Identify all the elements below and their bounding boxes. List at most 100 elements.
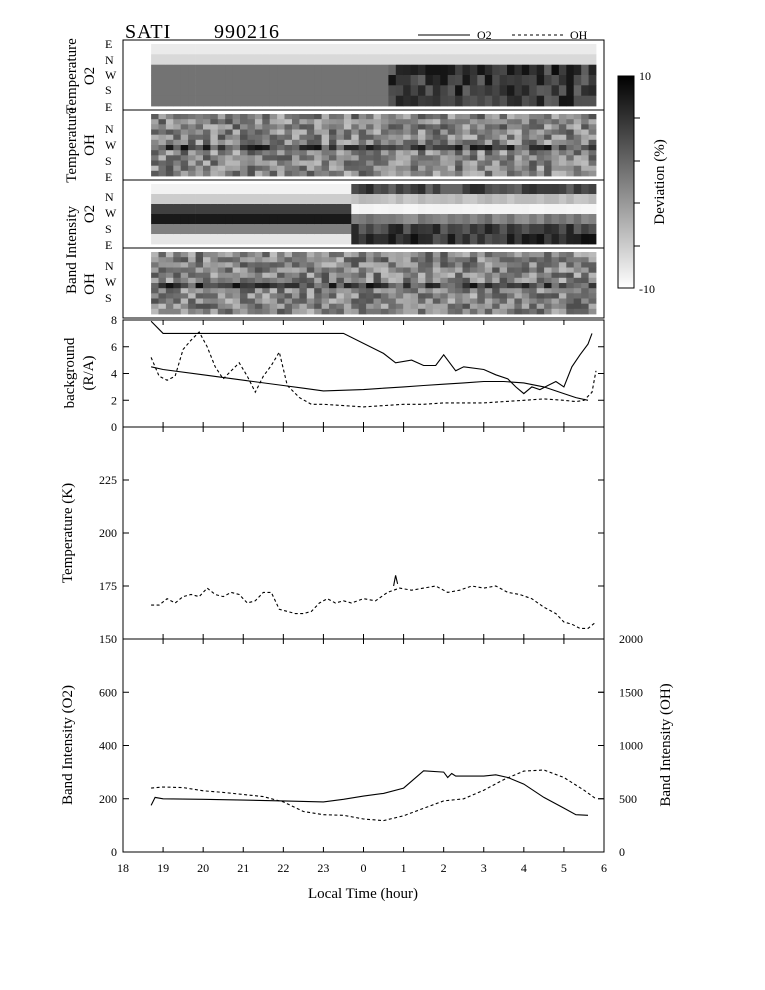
heatmap-cell xyxy=(410,303,419,310)
heatmap-cell xyxy=(299,257,308,263)
heatmap-cell xyxy=(566,184,575,195)
heatmap-cell xyxy=(566,44,575,55)
heatmap-cell xyxy=(521,119,530,125)
heatmap-cell xyxy=(225,224,233,235)
heatmap-cell xyxy=(336,54,345,65)
heatmap-cell xyxy=(358,85,367,96)
heatmap-cell xyxy=(484,95,493,107)
heatmap-cell xyxy=(432,298,441,305)
heatmap-cell xyxy=(499,64,508,76)
heatmap-cell xyxy=(262,150,271,156)
heatmap-cell xyxy=(581,303,589,310)
heatmap-cell xyxy=(403,283,411,289)
heatmap-cell xyxy=(269,184,278,195)
heatmap-cell xyxy=(440,150,449,156)
heatmap-cell xyxy=(366,267,374,274)
heatmap-cell xyxy=(284,170,293,177)
y2-tick-label: 0 xyxy=(619,845,625,859)
heatmap-cell xyxy=(403,114,411,120)
heatmap-cell xyxy=(225,114,233,120)
heatmap-cell xyxy=(440,262,449,268)
ylabel-band-intensity-o2: Band Intensity (O2) xyxy=(60,685,76,805)
heatmap-cell xyxy=(158,160,167,167)
heatmap-cell xyxy=(254,214,263,225)
y-tick-label: 2 xyxy=(111,393,117,407)
heatmap-cell xyxy=(277,160,285,167)
heatmap-cell xyxy=(521,54,530,65)
heatmap-cell xyxy=(551,160,560,167)
heatmap-cell xyxy=(462,303,471,310)
heatmap-cell xyxy=(188,288,196,294)
heatmap-cell xyxy=(499,262,508,268)
heatmap-cell xyxy=(358,170,367,177)
heatmap-cell xyxy=(358,262,367,268)
heatmap-cell xyxy=(410,308,419,315)
heatmap-cell xyxy=(284,303,293,310)
heatmap-cell xyxy=(277,114,285,120)
heatmap-cell xyxy=(165,214,174,225)
heatmap-cell xyxy=(299,267,308,274)
heatmap-cell xyxy=(180,283,189,289)
heatmap-cell xyxy=(314,194,322,205)
heatmap-cell xyxy=(240,204,248,215)
heatmap-cell xyxy=(544,129,552,136)
heatmap-cells xyxy=(151,44,597,107)
panel-label-oh: OH xyxy=(82,273,98,295)
heatmap-cell xyxy=(343,283,352,289)
heatmap-cell xyxy=(151,54,159,65)
heatmap-cell xyxy=(306,165,315,172)
heatmap-cell xyxy=(403,308,411,315)
heatmap-cell xyxy=(536,95,545,107)
heatmap-cell xyxy=(269,272,278,279)
heatmap-cell xyxy=(462,293,471,299)
heatmap-cell xyxy=(484,44,493,55)
heatmap-cell xyxy=(210,214,219,225)
heatmap-cell xyxy=(507,114,515,120)
heatmap-cell xyxy=(225,194,233,205)
plot-frame xyxy=(122,638,605,853)
heatmap-cell xyxy=(521,224,530,235)
heatmap-cell xyxy=(492,155,500,161)
heatmap-cell xyxy=(225,134,233,141)
heatmap-cell xyxy=(440,134,449,141)
heatmap-cell xyxy=(269,85,278,96)
heatmap-cell xyxy=(358,129,367,136)
dir-label-s: S xyxy=(105,83,112,97)
heatmap-cell xyxy=(573,224,582,235)
heatmap-cell xyxy=(380,150,389,156)
heatmap-cell xyxy=(254,119,263,125)
heatmap-cell xyxy=(343,139,352,146)
heatmap-cell xyxy=(277,139,285,146)
heatmap-cell xyxy=(514,170,523,177)
heatmap-cell xyxy=(225,298,233,305)
heatmap-cell xyxy=(225,293,233,299)
heatmap-cell xyxy=(403,129,411,136)
heatmap-cell xyxy=(195,262,204,268)
heatmap-cell xyxy=(188,293,196,299)
heatmap-cell xyxy=(551,184,560,195)
x-tick-label: 23 xyxy=(317,861,329,875)
heatmap-cell xyxy=(536,119,545,125)
heatmap-cell xyxy=(484,257,493,263)
heatmap-cell xyxy=(410,234,419,245)
heatmap-cell xyxy=(165,267,174,274)
heatmap-cell xyxy=(469,114,478,120)
heatmap-cell xyxy=(410,252,419,258)
dir-label-s: S xyxy=(105,222,112,236)
heatmap-o2-intensity xyxy=(122,179,605,249)
heatmap-cell xyxy=(247,95,256,107)
heatmap-cell xyxy=(314,85,322,96)
heatmap-cell xyxy=(440,139,449,146)
heatmap-cell xyxy=(462,234,471,245)
heatmap-cell xyxy=(581,165,589,172)
heatmap-cell xyxy=(514,95,523,107)
heatmap-cell xyxy=(173,155,182,161)
heatmap-cell xyxy=(462,194,471,205)
heatmap-cell xyxy=(351,308,360,315)
heatmap-cell xyxy=(514,288,523,294)
heatmap-cell xyxy=(284,184,293,195)
heatmap-cell xyxy=(158,224,167,235)
heatmap-cell xyxy=(203,252,211,258)
heatmap-cell xyxy=(514,234,523,245)
heatmap-cell xyxy=(477,170,486,177)
